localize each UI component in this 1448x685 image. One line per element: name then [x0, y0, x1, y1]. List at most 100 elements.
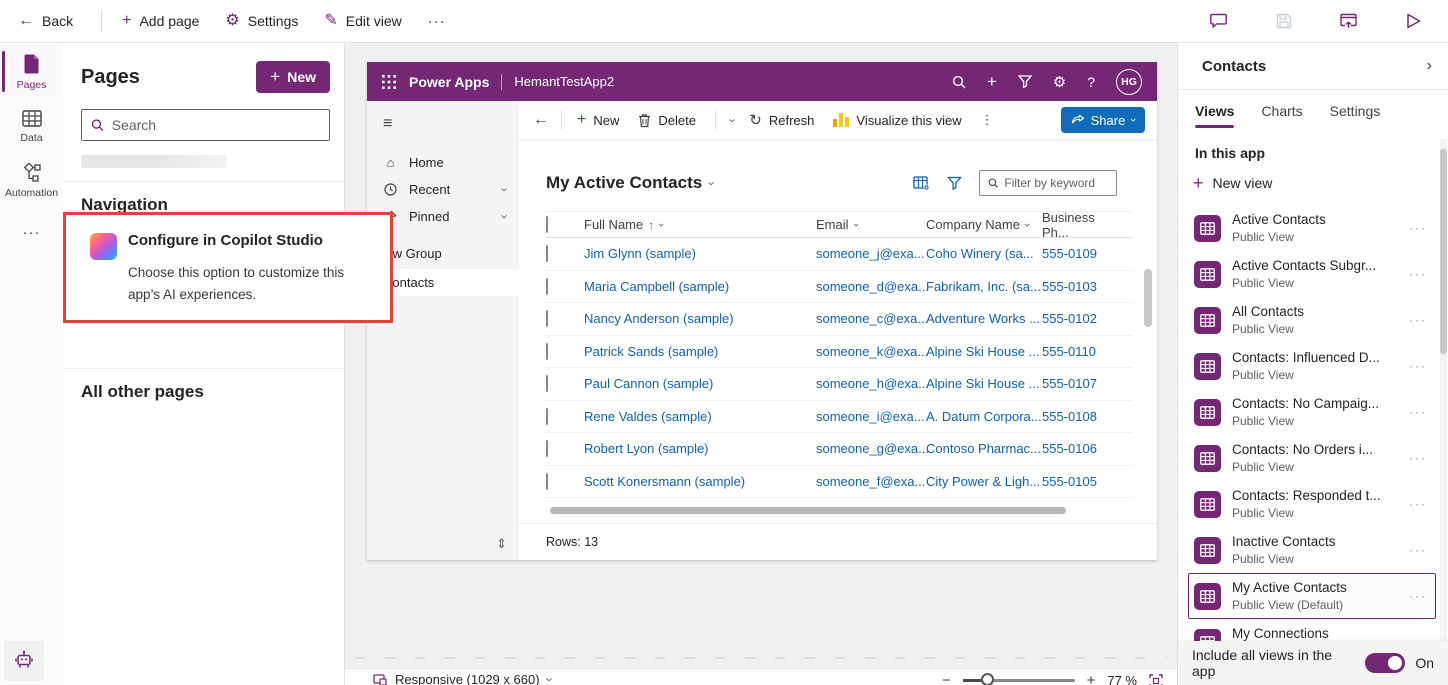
view-more-button[interactable]: ···: [1409, 451, 1427, 465]
list-item[interactable]: Inactive Contacts Public View ···: [1188, 527, 1436, 573]
email-link[interactable]: someone_g@exa...: [816, 441, 929, 457]
refresh-button[interactable]: ↻ Refresh: [749, 111, 814, 129]
phone-link[interactable]: 555-0108: [1042, 408, 1097, 424]
email-link[interactable]: someone_f@exa...: [816, 473, 926, 489]
list-item[interactable]: Contacts: Influenced D... Public View ···: [1188, 343, 1436, 389]
row-checkbox[interactable]: [546, 342, 548, 360]
full-name-link[interactable]: Scott Konersmann (sample): [584, 473, 746, 489]
company-link[interactable]: Adventure Works ...: [926, 311, 1040, 327]
list-item[interactable]: Contacts: No Campaig... Public View ···: [1188, 389, 1436, 435]
tab-settings[interactable]: Settings: [1329, 103, 1381, 119]
row-checkbox[interactable]: [546, 375, 548, 393]
full-name-link[interactable]: Jim Glynn (sample): [584, 246, 696, 262]
rail-item-pages[interactable]: Pages: [0, 43, 63, 100]
avatar[interactable]: HG: [1116, 68, 1142, 95]
quick-create-plus-icon[interactable]: +: [986, 71, 997, 91]
new-record-button[interactable]: + New: [577, 112, 619, 128]
copilot-studio-highlight-card[interactable]: Configure in Copilot Studio Choose this …: [63, 212, 393, 323]
pages-search-input[interactable]: [111, 117, 320, 133]
help-icon[interactable]: ?: [1087, 73, 1095, 90]
table-row[interactable]: Patrick Sands (sample) someone_k@exa... …: [546, 336, 1133, 368]
row-checkbox[interactable]: [546, 472, 548, 490]
settings-button[interactable]: ⚙ Settings: [225, 13, 298, 30]
waffle-menu-icon[interactable]: [382, 74, 396, 89]
play-button[interactable]: [1405, 12, 1422, 30]
company-link[interactable]: Fabrikam, Inc. (sa...: [926, 278, 1041, 294]
agent-button[interactable]: [4, 641, 44, 681]
list-item[interactable]: Contacts: No Orders i... Public View ···: [1188, 435, 1436, 481]
view-more-button[interactable]: ···: [1409, 497, 1427, 511]
company-link[interactable]: Coho Winery (sa...: [926, 246, 1034, 262]
search-icon[interactable]: [952, 75, 966, 89]
list-item[interactable]: Contacts: Responded t... Public View ···: [1188, 481, 1436, 527]
company-link[interactable]: City Power & Ligh...: [926, 473, 1041, 489]
column-header-email[interactable]: Email ›: [816, 217, 926, 232]
full-name-link[interactable]: Paul Cannon (sample): [584, 376, 714, 392]
company-link[interactable]: Contoso Pharmac...: [926, 441, 1041, 457]
back-button[interactable]: ← Back: [18, 13, 73, 30]
table-row[interactable]: Paul Cannon (sample) someone_h@exa... Al…: [546, 368, 1133, 401]
phone-link[interactable]: 555-0102: [1042, 311, 1097, 327]
full-name-link[interactable]: Nancy Anderson (sample): [584, 311, 734, 327]
tab-views[interactable]: Views: [1195, 103, 1235, 128]
edit-view-button[interactable]: ✎ Edit view: [324, 13, 401, 30]
comments-button[interactable]: [1210, 12, 1229, 30]
table-row[interactable]: Rene Valdes (sample) someone_i@exa... A.…: [546, 401, 1133, 433]
edit-columns-icon[interactable]: [913, 175, 930, 191]
view-more-button[interactable]: ···: [1409, 359, 1427, 373]
view-title[interactable]: My Active Contacts: [546, 173, 703, 192]
tab-charts[interactable]: Charts: [1261, 103, 1303, 119]
company-link[interactable]: Alpine Ski House ...: [926, 343, 1040, 359]
row-checkbox[interactable]: [546, 440, 548, 458]
email-link[interactable]: someone_h@exa...: [816, 376, 929, 392]
column-header-phone[interactable]: Business Ph...: [1042, 210, 1112, 240]
email-link[interactable]: someone_k@exa...: [816, 343, 929, 359]
add-page-button[interactable]: + Add page: [122, 13, 199, 30]
full-name-link[interactable]: Patrick Sands (sample): [584, 343, 719, 359]
new-page-button[interactable]: + New: [256, 61, 330, 93]
sitemap-item-home[interactable]: ⌂ Home: [367, 149, 519, 176]
table-row[interactable]: Maria Campbell (sample) someone_d@exa...…: [546, 271, 1133, 303]
row-checkbox[interactable]: [546, 310, 548, 328]
share-button[interactable]: Share ›: [1060, 107, 1145, 133]
row-checkbox[interactable]: [546, 245, 548, 263]
full-name-link[interactable]: Maria Campbell (sample): [584, 278, 730, 294]
list-item[interactable]: Active Contacts Public View ···: [1188, 205, 1436, 251]
view-more-button[interactable]: ···: [1409, 313, 1427, 327]
vertical-scrollbar[interactable]: [1144, 269, 1152, 549]
column-header-company[interactable]: Company Name ›: [926, 217, 1042, 232]
filter-icon[interactable]: [1017, 75, 1032, 88]
view-more-button[interactable]: ···: [1409, 221, 1427, 235]
sitemap-resize-icon[interactable]: ⇕: [496, 536, 507, 551]
sitemap-item-recent[interactable]: Recent ›: [367, 176, 519, 203]
view-more-button[interactable]: ···: [1409, 589, 1427, 603]
keyword-filter-input[interactable]: [1004, 176, 1108, 190]
zoom-out-button[interactable]: −: [941, 672, 951, 685]
view-more-button[interactable]: ···: [1409, 267, 1427, 281]
visualize-view-button[interactable]: Visualize this view: [833, 113, 962, 128]
delete-dropdown-chevron[interactable]: ›: [725, 117, 741, 123]
table-row[interactable]: Robert Lyon (sample) someone_g@exa... Co…: [546, 433, 1133, 466]
row-checkbox[interactable]: [546, 277, 548, 295]
phone-link[interactable]: 555-0110: [1042, 343, 1096, 359]
list-item[interactable]: All Contacts Public View ···: [1188, 297, 1436, 343]
company-link[interactable]: A. Datum Corpora...: [926, 408, 1042, 424]
zoom-in-button[interactable]: +: [1086, 672, 1096, 685]
publish-button[interactable]: [1339, 12, 1359, 30]
email-link[interactable]: someone_c@exa...: [816, 311, 929, 327]
keyword-filter-box[interactable]: [979, 170, 1117, 196]
full-name-link[interactable]: Robert Lyon (sample): [584, 441, 709, 457]
view-selector-chevron[interactable]: ›: [704, 180, 720, 186]
select-all-checkbox[interactable]: [546, 216, 548, 233]
row-checkbox[interactable]: [546, 407, 548, 425]
zoom-slider-knob[interactable]: [980, 673, 994, 685]
phone-link[interactable]: 555-0107: [1042, 376, 1097, 392]
new-view-button[interactable]: + New view: [1178, 161, 1448, 201]
list-item[interactable]: Active Contacts Subgr... Public View ···: [1188, 251, 1436, 297]
command-overflow-button[interactable]: ⋮: [981, 112, 994, 128]
filter-icon[interactable]: [947, 176, 962, 190]
fit-to-screen-icon[interactable]: [1149, 673, 1163, 685]
company-link[interactable]: Alpine Ski House ...: [926, 376, 1040, 392]
phone-link[interactable]: 555-0105: [1042, 473, 1097, 489]
table-row[interactable]: Nancy Anderson (sample) someone_c@exa...…: [546, 303, 1133, 336]
